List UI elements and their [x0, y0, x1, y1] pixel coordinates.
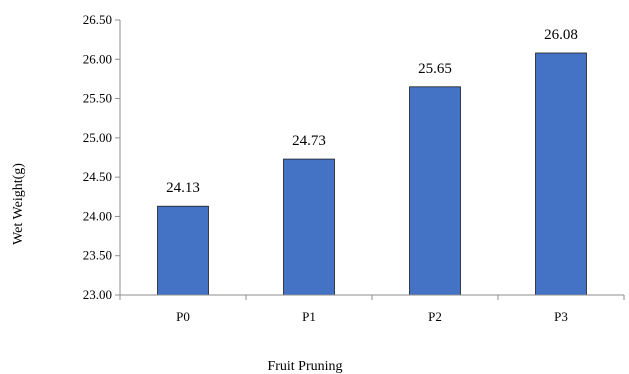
- data-label-p1: 24.73: [292, 133, 326, 149]
- bar-p0: [157, 205, 209, 296]
- x-tick-label-p0: P0: [176, 309, 190, 324]
- data-labels: 24.13 24.73 25.65 26.08: [166, 27, 578, 196]
- y-tick-label: 26.50: [83, 12, 112, 27]
- x-axis-ticks: P0 P1 P2 P3: [119, 295, 625, 324]
- x-tick-label-p3: P3: [554, 309, 568, 324]
- bar-p1: [283, 158, 335, 296]
- data-label-p0: 24.13: [166, 180, 200, 196]
- y-tick-label: 24.50: [83, 169, 112, 184]
- y-tick-label: 24.00: [83, 208, 112, 223]
- data-label-p3: 26.08: [544, 27, 578, 43]
- y-tick-label: 23.50: [83, 248, 112, 263]
- y-tick-label: 26.00: [83, 51, 112, 66]
- y-axis-ticks: 23.00 23.50 24.00 24.50 25.00 25.50 26.00 26.50: [83, 12, 120, 302]
- y-axis-title: Wet Weight(g): [11, 163, 26, 245]
- bar-p2: [409, 86, 461, 296]
- bar-p3: [535, 52, 587, 296]
- bars: [157, 52, 587, 296]
- y-tick-label: 25.00: [83, 130, 112, 145]
- data-label-p2: 25.65: [418, 61, 452, 77]
- x-axis-title: Fruit Pruning: [267, 359, 342, 374]
- x-tick-label-p1: P1: [302, 309, 316, 324]
- x-tick-label-p2: P2: [428, 309, 442, 324]
- y-tick-label: 23.00: [83, 287, 112, 302]
- y-tick-label: 25.50: [83, 91, 112, 106]
